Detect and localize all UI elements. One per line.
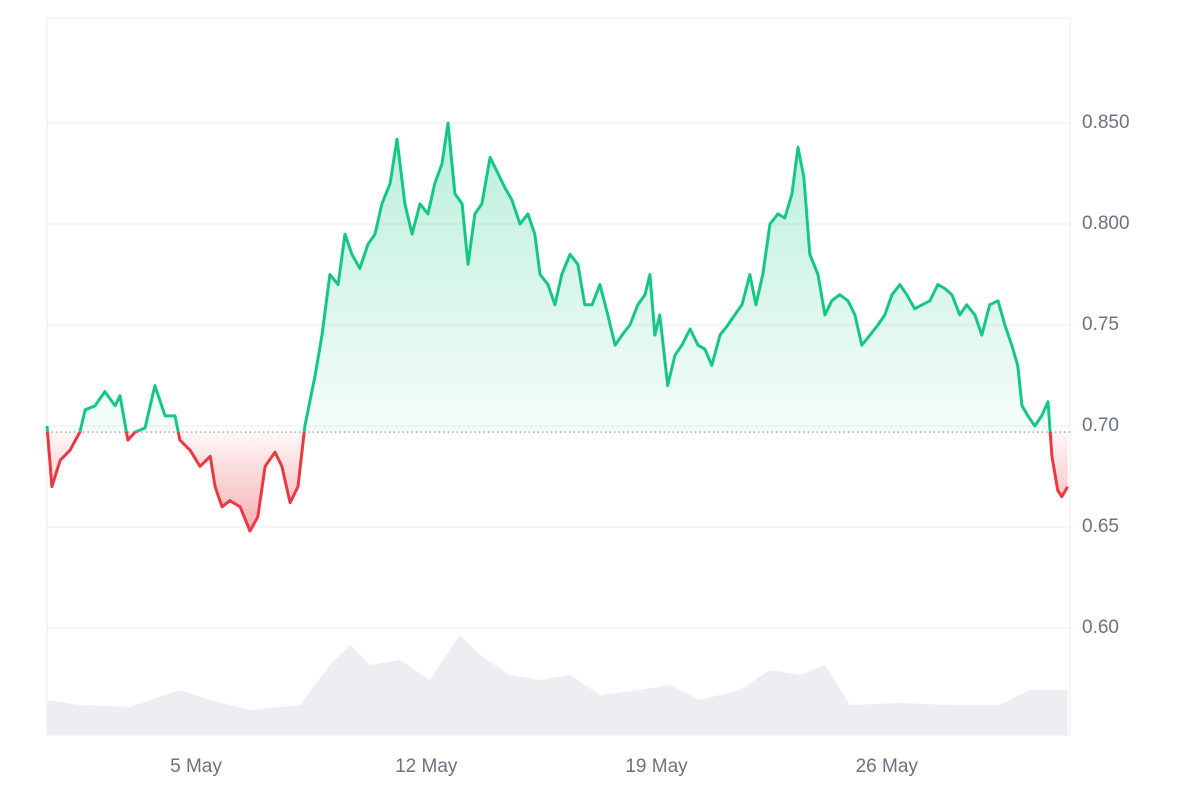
x-tick-label: 12 May xyxy=(395,756,458,777)
price-line xyxy=(45,121,1069,533)
x-tick-label: 26 May xyxy=(856,756,919,777)
volume-area xyxy=(47,635,1068,735)
y-tick-label: 0.60 xyxy=(1082,617,1119,638)
y-tick-label: 0.850 xyxy=(1082,112,1130,133)
y-tick-label: 0.800 xyxy=(1082,213,1130,234)
x-tick-label: 5 May xyxy=(170,756,222,777)
y-tick-label: 0.70 xyxy=(1082,415,1119,436)
x-tick-label: 19 May xyxy=(625,756,688,777)
y-tick-label: 0.65 xyxy=(1082,516,1119,537)
y-tick-label: 0.75 xyxy=(1082,314,1119,335)
price-area-fill xyxy=(47,123,1068,531)
